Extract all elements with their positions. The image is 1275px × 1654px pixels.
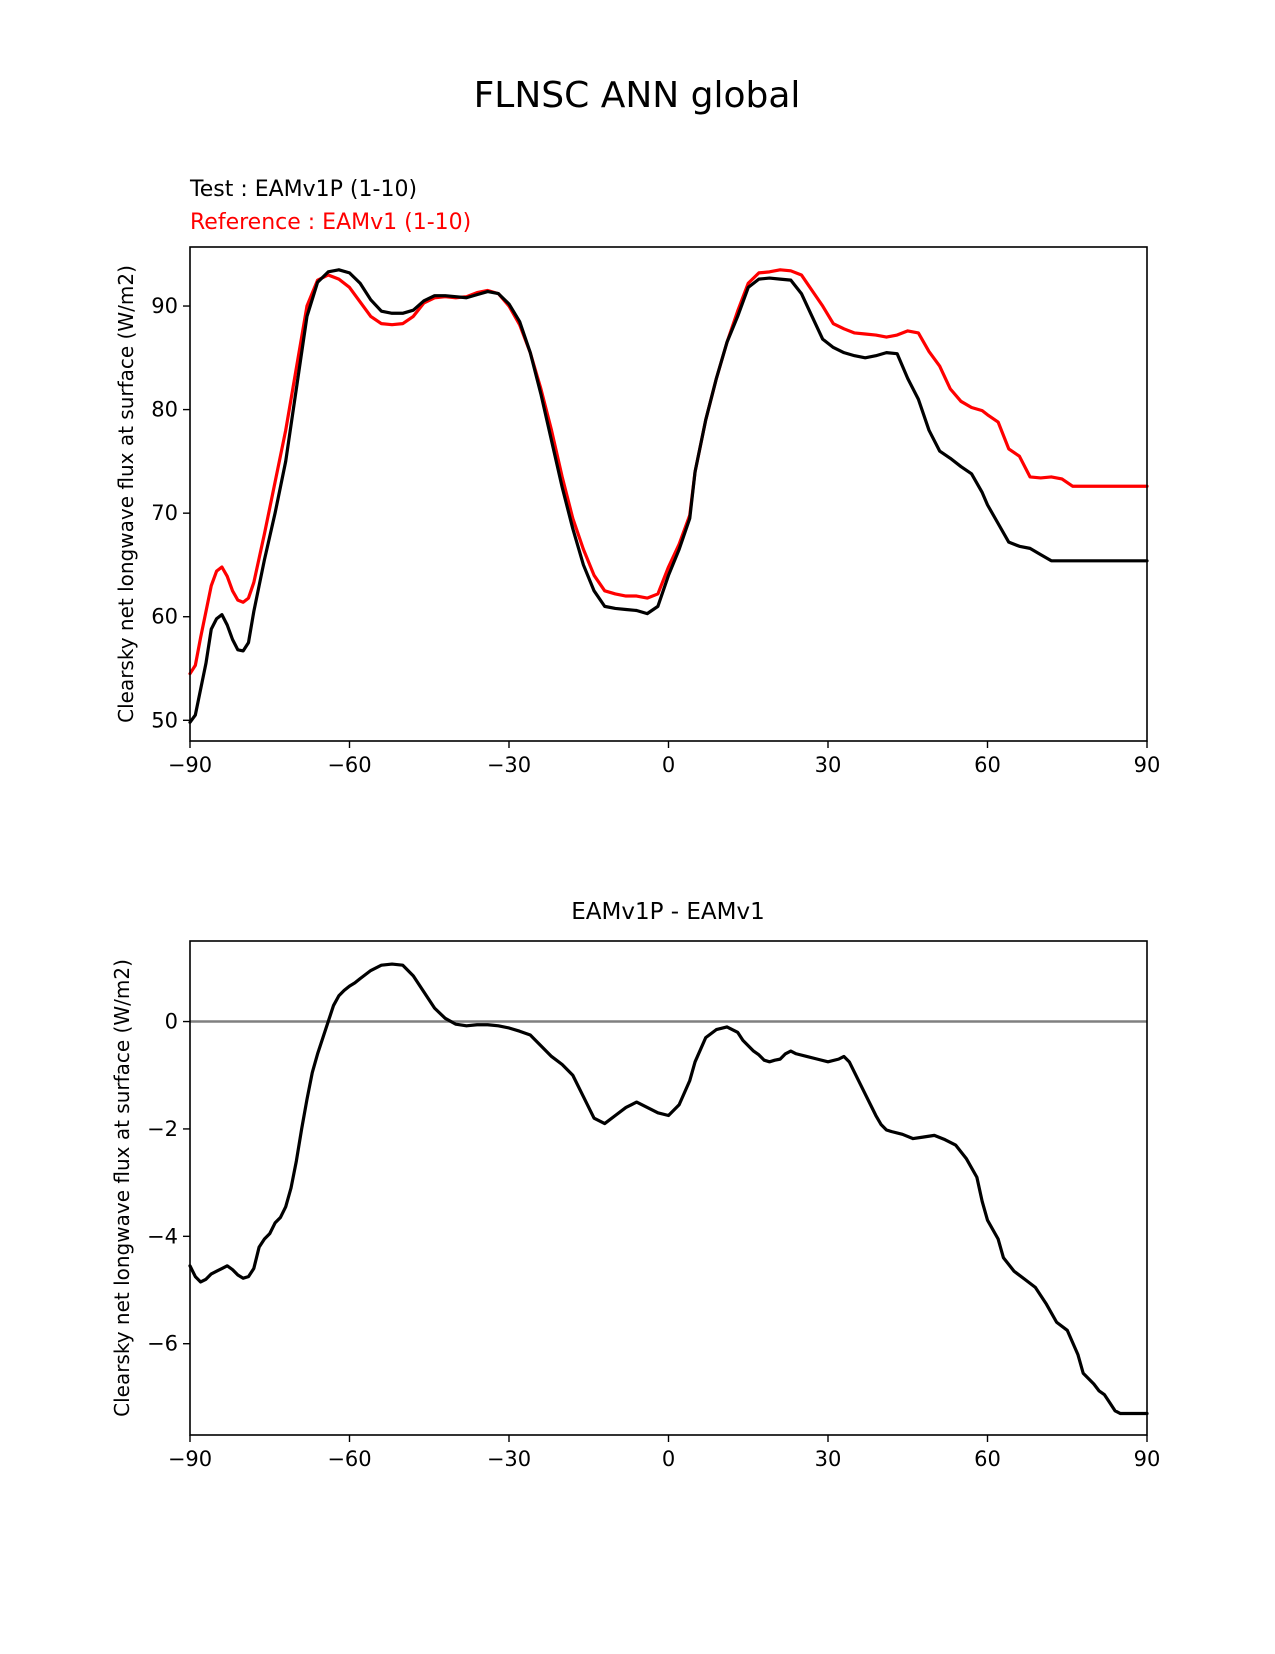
x-tick-label: 30: [815, 753, 842, 777]
y-tick-label: −4: [147, 1224, 178, 1248]
x-tick-label: 90: [1134, 753, 1161, 777]
axes-frame: [189, 246, 1148, 742]
x-tick-label: −90: [168, 1447, 212, 1471]
plot-area-bottom: −90 −60 −30 0 30 60 90 −6 −4 −2 0: [147, 940, 1161, 1471]
test-subtitle: Test : EAMv1P (1-10): [189, 177, 417, 202]
x-tick-label: −30: [487, 1447, 531, 1471]
y-tick-label: −2: [147, 1117, 178, 1141]
reference-subtitle: Reference : EAMv1 (1-10): [190, 210, 471, 235]
series-line-1: [188, 268, 1149, 724]
y-tick-label: 50: [151, 708, 178, 732]
x-tick-label: 0: [662, 1447, 675, 1471]
x-tick-label: 60: [974, 753, 1001, 777]
y-tick-label: 70: [151, 501, 178, 525]
figure-title: FLNSC ANN global: [474, 75, 801, 116]
chart-top: Test : EAMv1P (1-10) Reference : EAMv1 (…: [114, 177, 1160, 777]
plot-area-top: −90 −60 −30 0 30 60 90 50 60 70 80 90: [151, 246, 1161, 777]
x-tick-label: −60: [327, 1447, 371, 1471]
x-tick-label: 0: [662, 753, 675, 777]
x-tick-label: −60: [327, 753, 371, 777]
y-tick-label: 90: [151, 294, 178, 318]
y-axis-label-top: Clearsky net longwave flux at surface (W…: [114, 265, 138, 723]
x-tick-label: −90: [168, 753, 212, 777]
x-tick-label: −30: [487, 753, 531, 777]
y-axis-label-bottom: Clearsky net longwave flux at surface (W…: [110, 959, 134, 1417]
x-tick-label: 60: [974, 1447, 1001, 1471]
series-line-0: [188, 962, 1149, 1416]
y-tick-label: 0: [165, 1010, 178, 1034]
y-tick-label: −6: [147, 1332, 178, 1356]
difference-chart-title: EAMv1P - EAMv1: [571, 899, 765, 925]
series-line-0: [188, 268, 1149, 676]
y-tick-label: 60: [151, 605, 178, 629]
axes-frame: [189, 940, 1148, 1436]
x-tick-label: 90: [1134, 1447, 1161, 1471]
x-tick-label: 30: [815, 1447, 842, 1471]
y-tick-label: 80: [151, 398, 178, 422]
chart-bottom: EAMv1P - EAMv1 Clearsky net longwave flu…: [110, 899, 1160, 1471]
